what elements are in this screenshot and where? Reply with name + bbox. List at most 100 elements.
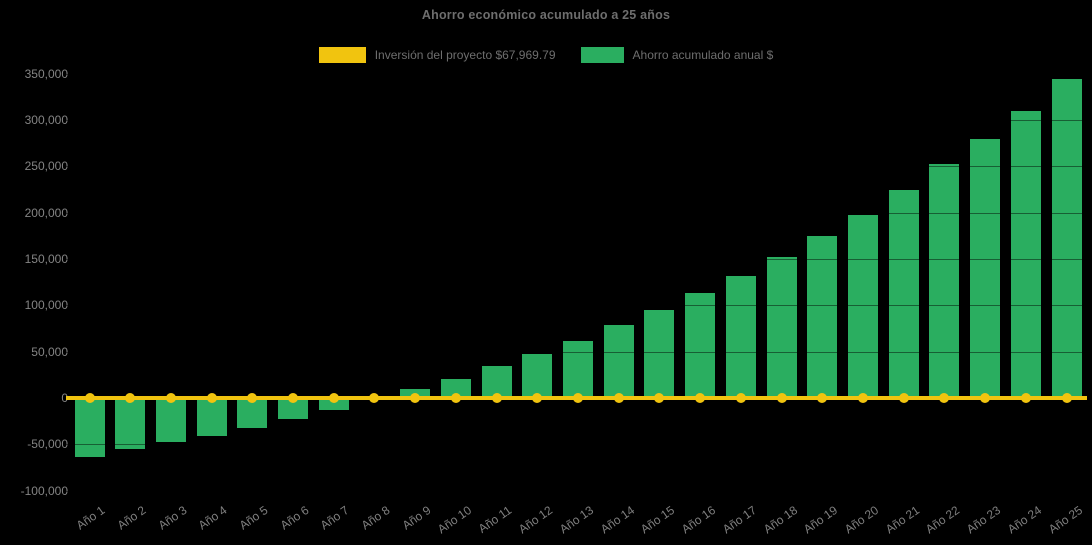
legend: Inversión del proyecto $67,969.79 Ahorro… <box>0 46 1092 64</box>
y-axis-tick-label: -100,000 <box>20 483 68 498</box>
x-axis-tick-label: Año 3 <box>155 503 189 533</box>
investment-line-marker <box>980 393 991 403</box>
y-axis-tick-label: 0 <box>61 391 68 405</box>
x-axis-tick-label: Año 10 <box>434 503 474 537</box>
gridline <box>66 351 1087 353</box>
bar-año-12 <box>522 354 553 398</box>
bar-año-3 <box>155 398 186 443</box>
savings-legend-label: Ahorro acumulado anual $ <box>632 48 774 62</box>
gridline <box>66 259 1087 260</box>
bar-año-20 <box>847 214 878 398</box>
x-axis-tick-label: Año 2 <box>114 503 149 533</box>
x-axis-tick-label: Año 9 <box>399 503 434 533</box>
investment-line-marker <box>898 393 909 403</box>
investment-line-marker <box>573 393 584 403</box>
x-axis-tick-label: Año 18 <box>760 503 800 537</box>
investment-line-marker <box>1020 393 1031 403</box>
x-axis-tick-label: Año 6 <box>277 503 312 533</box>
x-axis-tick-label: Año 13 <box>556 503 597 537</box>
y-axis-tick-label: 100,000 <box>24 298 68 313</box>
bar-año-16 <box>685 293 716 398</box>
savings-legend-swatch <box>580 47 624 63</box>
x-axis-tick-label: Año 25 <box>1045 503 1085 537</box>
bar-año-24 <box>1010 110 1041 398</box>
bar-año-2 <box>115 398 146 449</box>
bar-año-14 <box>603 324 634 398</box>
bar-año-13 <box>563 340 594 398</box>
bar-año-11 <box>481 366 512 398</box>
x-axis-tick-label: Año 16 <box>678 503 719 537</box>
investment-line-marker <box>695 393 706 403</box>
gridline <box>66 166 1087 168</box>
investment-line-marker <box>532 393 543 403</box>
x-axis-tick-label: Año 19 <box>801 503 841 537</box>
bar-año-6 <box>278 398 309 420</box>
investment-line-marker <box>165 393 176 403</box>
investment-line-marker <box>125 393 136 403</box>
y-axis-tick-label: 300,000 <box>24 113 68 128</box>
y-axis-tick-label: -50,000 <box>27 437 68 452</box>
bar-año-22 <box>929 164 960 398</box>
investment-line-marker <box>613 393 624 403</box>
y-axis-tick-label: 50,000 <box>31 344 68 359</box>
gridline <box>66 305 1087 307</box>
bar-año-1 <box>74 398 105 458</box>
y-axis-tick-label: 150,000 <box>24 252 68 266</box>
y-axis-tick-label: 200,000 <box>24 205 68 220</box>
gridline <box>66 490 1087 492</box>
investment-line-marker <box>84 393 95 403</box>
investment-line-marker <box>776 393 787 403</box>
x-axis-tick-label: Año 17 <box>719 503 759 537</box>
investment-line-marker <box>1061 393 1072 403</box>
gridline <box>66 444 1087 446</box>
y-axis-tick-label: 350,000 <box>24 66 68 81</box>
x-axis-tick-label: Año 8 <box>358 503 393 533</box>
x-axis-tick-label: Año 22 <box>923 503 963 537</box>
x-axis-tick-label: Año 21 <box>882 503 922 537</box>
bar-año-18 <box>766 257 797 398</box>
investment-line-marker <box>939 393 950 403</box>
investment-legend-label: Inversión del proyecto $67,969.79 <box>374 48 556 62</box>
x-axis-tick-label: Año 15 <box>638 503 678 537</box>
investment-line-marker <box>817 393 828 403</box>
investment-line-marker <box>857 393 868 403</box>
y-axis-tick-label: 250,000 <box>24 159 68 174</box>
bar-año-4 <box>196 398 227 436</box>
x-axis-tick-label: Año 24 <box>1004 503 1044 537</box>
legend-item-savings: Ahorro acumulado anual $ <box>580 47 774 63</box>
chart-title: Ahorro económico acumulado a 25 años <box>421 8 671 22</box>
gridline <box>66 120 1087 122</box>
x-axis-tick-label: Año 14 <box>597 503 637 537</box>
investment-line-marker <box>735 393 746 403</box>
bar-año-17 <box>725 275 756 398</box>
x-axis-tick-label: Año 20 <box>841 503 882 537</box>
investment-line-marker <box>206 393 217 403</box>
bar-año-7 <box>318 398 349 411</box>
bar-año-23 <box>970 138 1001 398</box>
investment-line-marker <box>491 393 502 403</box>
bar-año-25 <box>1051 79 1082 398</box>
investment-line-marker <box>654 393 665 403</box>
investment-line-marker <box>328 393 339 403</box>
investment-line-marker <box>247 393 258 403</box>
x-axis-tick-label: Año 7 <box>318 503 352 533</box>
x-axis-tick-label: Año 11 <box>476 503 515 536</box>
bar-año-19 <box>807 235 838 398</box>
bar-año-15 <box>644 309 675 398</box>
x-axis-tick-label: Año 4 <box>195 503 230 533</box>
bar-año-10 <box>440 378 471 398</box>
bar-año-21 <box>888 190 919 398</box>
investment-line-marker <box>288 393 299 403</box>
legend-item-investment: Inversión del proyecto $67,969.79 <box>318 47 556 63</box>
x-axis-tick-label: Año 12 <box>516 503 556 537</box>
investment-line-marker <box>410 393 421 403</box>
x-axis-tick-label: Año 5 <box>236 503 271 533</box>
gridline <box>66 73 1087 75</box>
gridline <box>66 212 1087 214</box>
investment-legend-swatch <box>318 47 366 63</box>
investment-line-marker <box>450 393 461 403</box>
investment-line-marker <box>369 393 380 403</box>
x-axis-tick-label: Año 23 <box>963 503 1004 537</box>
x-axis-tick-label: Año 1 <box>73 503 108 533</box>
